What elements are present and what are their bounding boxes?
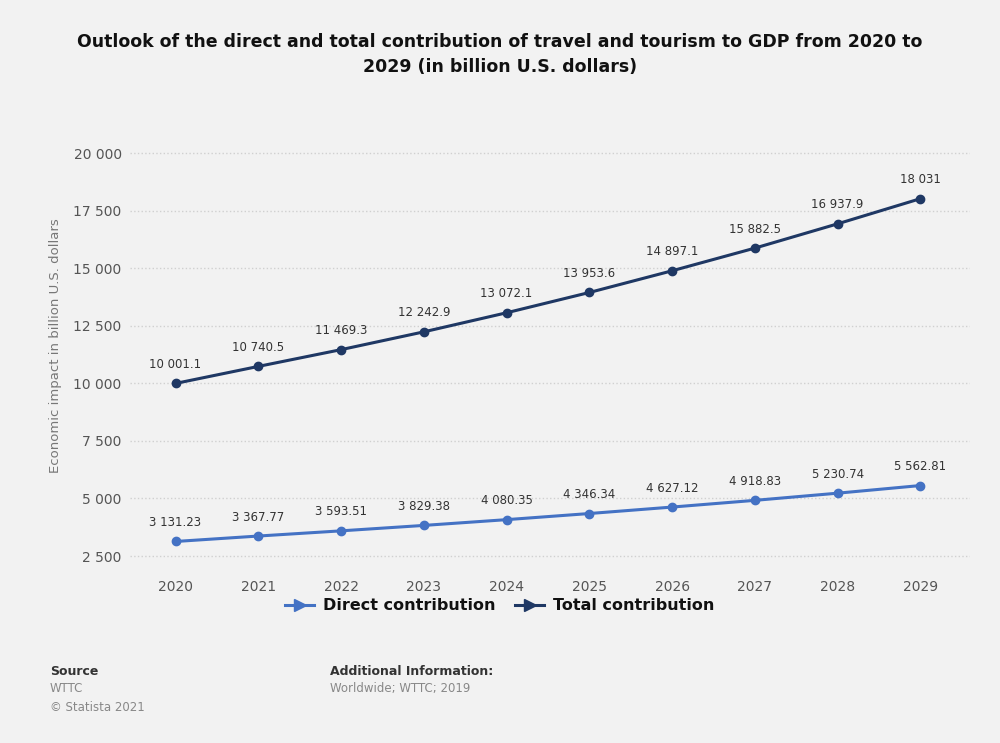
Legend: Direct contribution, Total contribution: Direct contribution, Total contribution [279,592,721,620]
Text: 4 080.35: 4 080.35 [481,494,532,507]
Text: 5 562.81: 5 562.81 [894,460,946,473]
Text: WTTC
© Statista 2021: WTTC © Statista 2021 [50,682,145,714]
Text: Additional Information:: Additional Information: [330,665,493,678]
Text: 16 937.9: 16 937.9 [811,198,864,211]
Text: 18 031: 18 031 [900,173,941,186]
Text: 10 001.1: 10 001.1 [149,358,202,371]
Text: 4 346.34: 4 346.34 [563,488,615,501]
Text: 3 829.38: 3 829.38 [398,500,450,513]
Text: 15 882.5: 15 882.5 [729,223,781,236]
Text: Source: Source [50,665,98,678]
Text: 4 627.12: 4 627.12 [646,481,698,495]
Text: 10 740.5: 10 740.5 [232,341,284,354]
Text: 4 918.83: 4 918.83 [729,475,781,488]
Text: 3 131.23: 3 131.23 [149,516,202,529]
Text: 5 230.74: 5 230.74 [812,467,864,481]
Text: Worldwide; WTTC; 2019: Worldwide; WTTC; 2019 [330,682,470,695]
Y-axis label: Economic impact in billion U.S. dollars: Economic impact in billion U.S. dollars [49,218,62,473]
Text: 14 897.1: 14 897.1 [646,245,698,259]
Text: 13 072.1: 13 072.1 [480,288,533,300]
Text: 12 242.9: 12 242.9 [398,306,450,319]
Text: 3 593.51: 3 593.51 [315,505,367,519]
Text: 3 367.77: 3 367.77 [232,510,284,524]
Text: 13 953.6: 13 953.6 [563,267,615,280]
Text: Outlook of the direct and total contribution of travel and tourism to GDP from 2: Outlook of the direct and total contribu… [77,33,923,77]
Text: 11 469.3: 11 469.3 [315,324,367,337]
